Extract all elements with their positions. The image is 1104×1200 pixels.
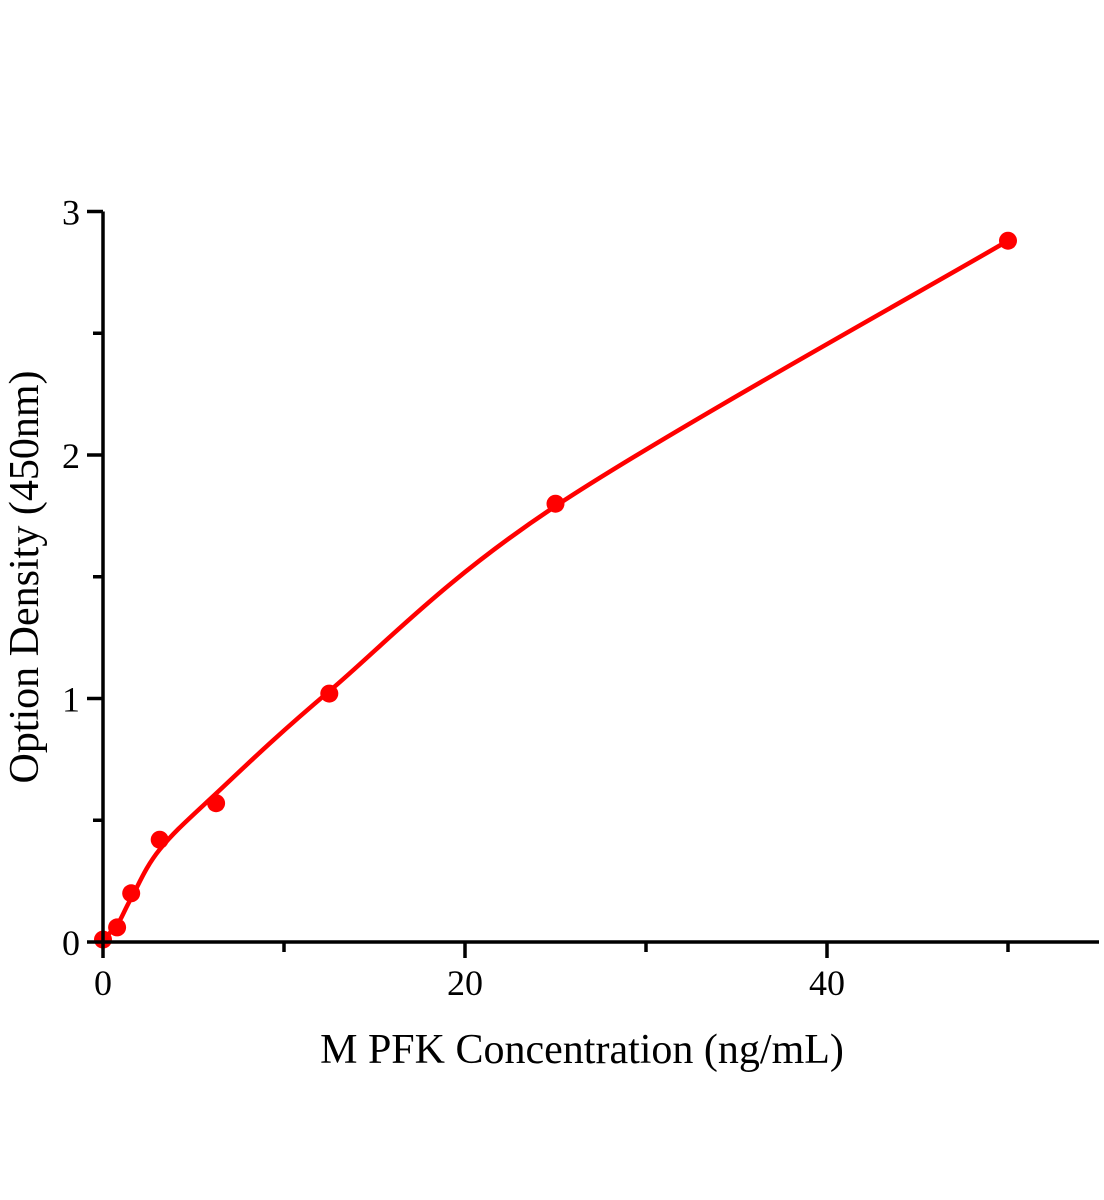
y-axis-title: Option Density (450nm) [2,371,48,784]
fit-curve [100,238,1011,942]
y-tick-label: 3 [62,193,80,233]
series-layer [94,231,1017,949]
y-tick-label: 0 [62,923,80,963]
axes-layer: 0 20 40 0 1 2 3 [62,193,1099,1003]
data-point [207,794,226,813]
x-tick-label: 20 [447,963,483,1003]
data-point [150,830,169,849]
x-tick-label: 0 [94,963,112,1003]
data-point [546,494,565,513]
x-axis-title: M PFK Concentration (ng/mL) [320,1027,844,1073]
data-point [320,684,339,703]
y-tick-label: 2 [62,436,80,476]
data-point [999,231,1017,250]
y-tick-label: 1 [62,680,80,720]
x-tick-label: 40 [809,963,845,1003]
data-point [108,918,127,937]
data-point [122,884,141,903]
